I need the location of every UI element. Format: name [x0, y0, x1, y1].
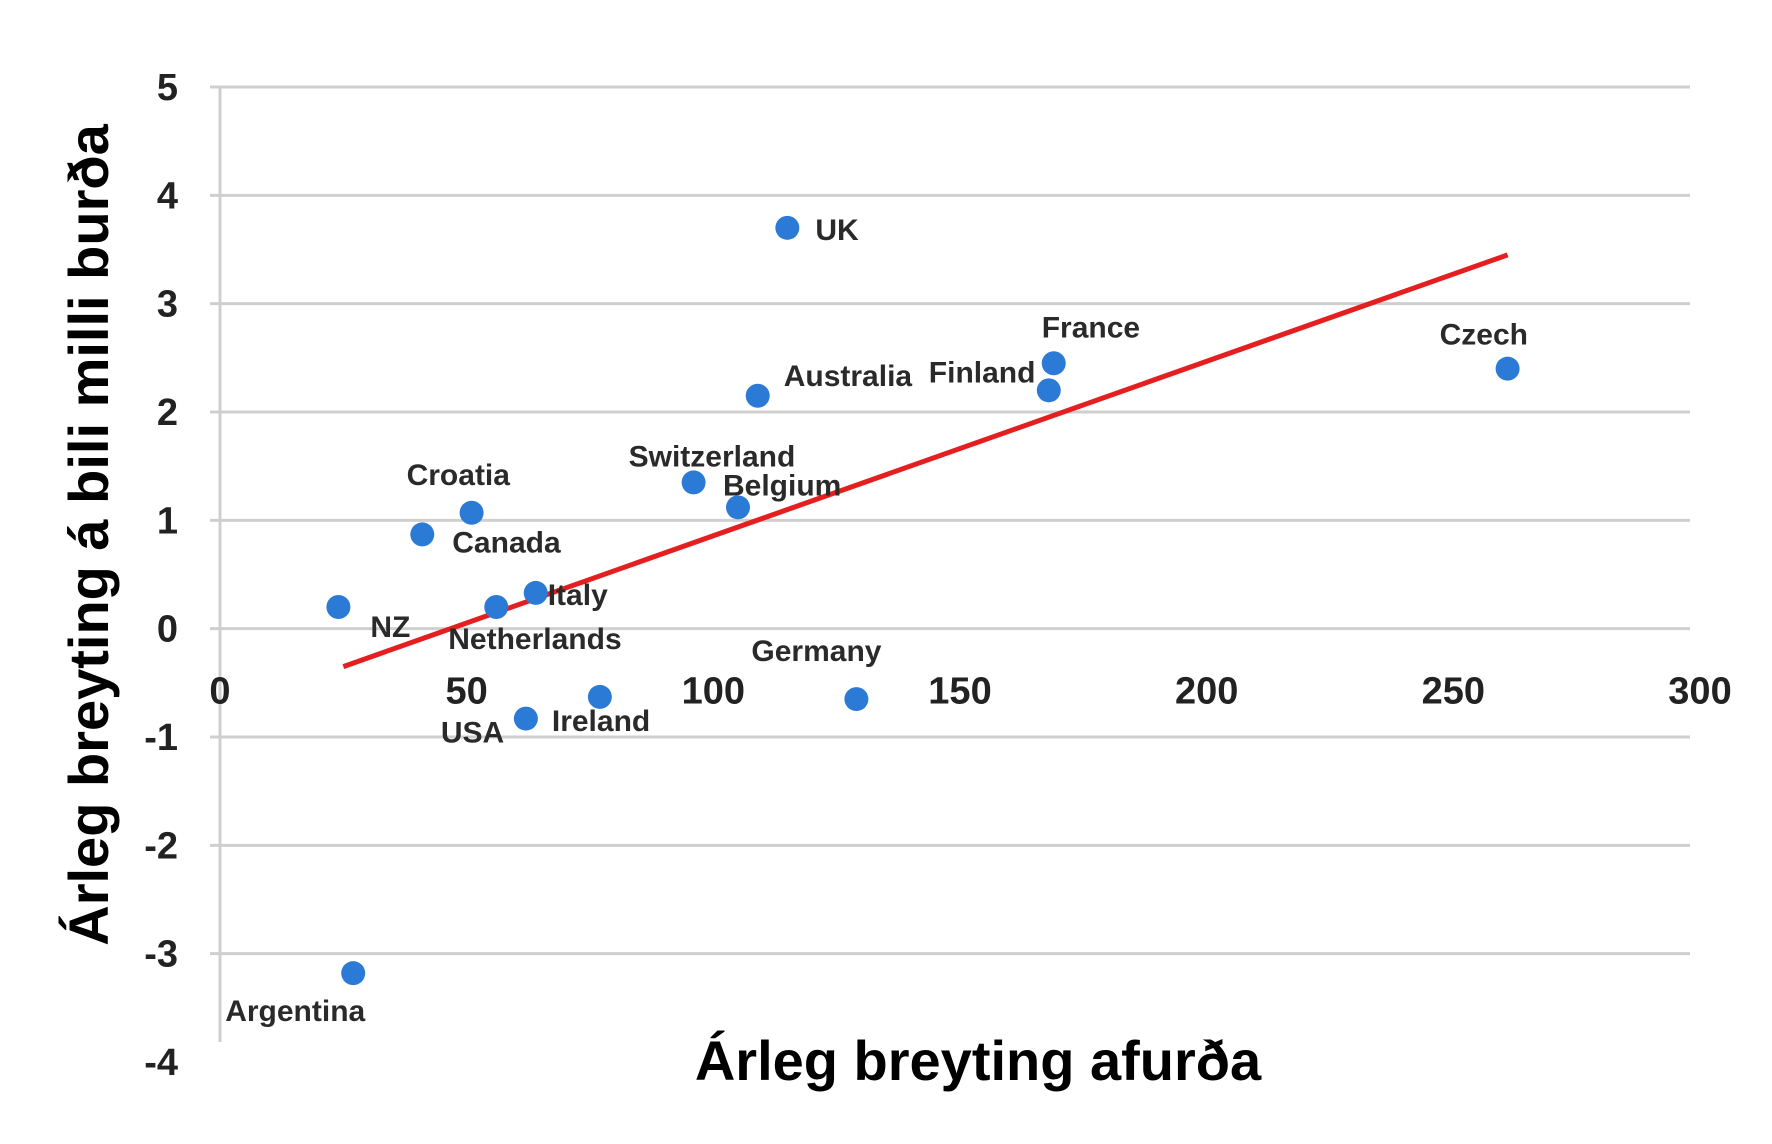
y-tick-label: 5 — [157, 67, 178, 109]
point-label: Switzerland — [629, 440, 796, 473]
trendline — [342, 252, 1509, 669]
data-point — [341, 961, 366, 986]
point-label: Australia — [784, 360, 913, 393]
x-tick-label: 50 — [446, 671, 488, 713]
trendline-group — [342, 252, 1509, 669]
point-label: Argentina — [225, 995, 365, 1028]
data-point — [726, 495, 750, 520]
x-tick-label: 250 — [1422, 671, 1485, 713]
y-tick-label: -2 — [144, 825, 178, 867]
data-point — [775, 215, 800, 240]
point-label: France — [1042, 311, 1140, 344]
data-point — [587, 684, 612, 709]
data-point — [484, 595, 509, 619]
x-tick-label: 150 — [928, 671, 991, 713]
y-tick-label: 3 — [157, 284, 178, 326]
y-tick-label: -1 — [144, 717, 178, 759]
data-point — [523, 580, 548, 605]
point-label: Netherlands — [448, 623, 621, 656]
gridlines — [210, 85, 1690, 1042]
data-point — [1036, 378, 1061, 403]
x-tick-label: 100 — [682, 671, 745, 713]
data-point — [745, 383, 770, 408]
point-label: Germany — [751, 635, 881, 668]
point-label: Croatia — [407, 459, 511, 492]
data-point — [1041, 351, 1066, 376]
data-point — [681, 470, 706, 495]
y-tick-label: 0 — [157, 609, 178, 651]
point-label: Canada — [452, 526, 561, 559]
data-point — [1495, 356, 1520, 381]
y-tick-label: 2 — [157, 392, 178, 434]
point-label: Belgium — [723, 469, 841, 502]
data-points — [326, 215, 1520, 986]
y-axis-title: Árleg breyting á bili milli burða — [57, 123, 120, 945]
x-tick-label: 300 — [1668, 671, 1731, 713]
x-tick-label: 0 — [209, 671, 230, 713]
point-label: Ireland — [552, 705, 650, 738]
point-label: USA — [441, 717, 504, 750]
point-label: Finland — [929, 356, 1036, 389]
point-label: NZ — [370, 611, 410, 644]
data-point — [326, 595, 351, 619]
point-label: UK — [815, 214, 859, 247]
y-tick-label: -4 — [144, 1042, 178, 1084]
data-point — [459, 500, 484, 525]
x-tick-labels: 0 50 100 150 200 250 300 — [209, 671, 1731, 713]
data-point — [844, 687, 869, 712]
y-tick-label: -3 — [144, 934, 178, 976]
y-tick-labels: 5 4 3 2 1 0 -1 -2 -3 -4 — [144, 67, 178, 1084]
x-tick-label: 200 — [1175, 671, 1238, 713]
y-tick-label: 4 — [157, 175, 178, 217]
x-axis-title: Árleg breyting afurða — [695, 1029, 1262, 1092]
point-label: Italy — [548, 579, 608, 612]
y-tick-label: 1 — [157, 500, 178, 542]
data-point — [410, 522, 435, 547]
point-label: Czech — [1440, 319, 1528, 352]
data-point — [513, 706, 538, 731]
